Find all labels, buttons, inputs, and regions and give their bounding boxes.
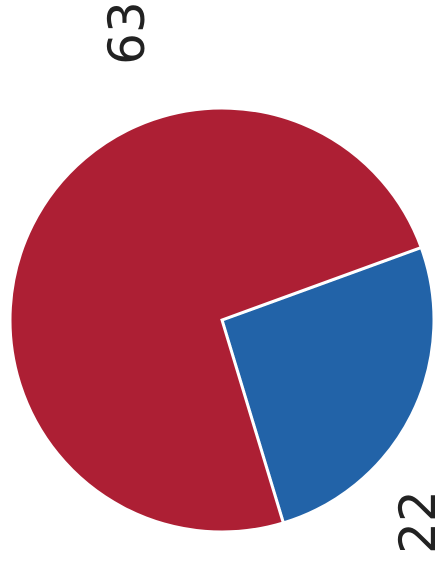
pie-slice-63 [8, 106, 424, 534]
slice-label-63: 63 [98, 1, 156, 65]
pie-slice-22 [220, 245, 436, 525]
slice-label-22: 22 [389, 490, 441, 554]
pie-slices [8, 106, 436, 534]
